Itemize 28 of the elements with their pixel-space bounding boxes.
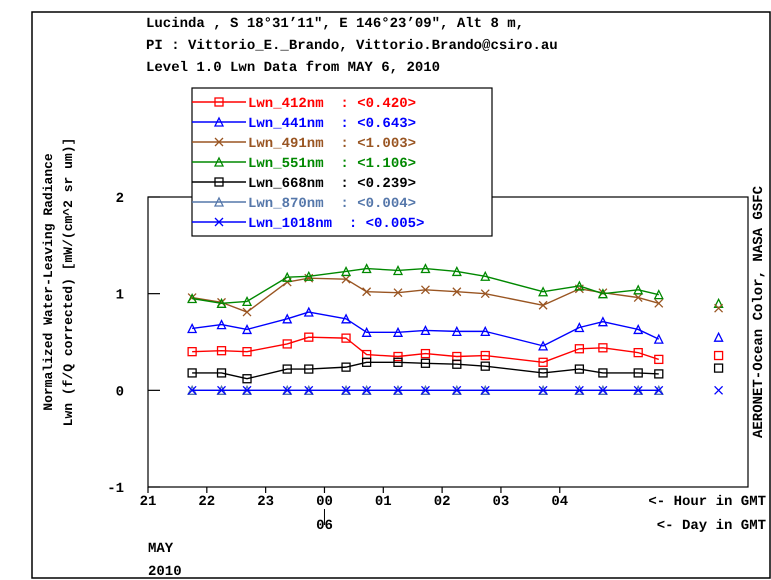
x-tick-label: 01 xyxy=(374,494,392,510)
x-tick-label: 00 xyxy=(316,494,333,510)
x-tick-label: 04 xyxy=(551,494,568,510)
y-tick-label: -1 xyxy=(107,481,124,497)
text: AERONET-Ocean Color, NASA GSFC xyxy=(751,185,767,438)
x-tick-label: 02 xyxy=(434,494,451,510)
legend-label: Lwn_491nm : <1.003> xyxy=(248,136,416,152)
y-axis-title: Normalized Water-Leaving Radiance Lwn (f/Q corrected) [mW/(cm^2 sr um)] xyxy=(41,138,76,426)
x-tick-label: 22 xyxy=(198,494,216,510)
legend-label: Lwn_412nm : <0.420> xyxy=(248,96,416,112)
legend-label: Lwn_668nm : <0.239> xyxy=(248,176,416,192)
legend-label: Lwn_441nm : <0.643> xyxy=(248,116,416,132)
text: <- Day in GMT xyxy=(656,518,766,534)
text: 2010 xyxy=(148,564,182,580)
x-tick-label: 23 xyxy=(257,494,274,510)
legend-label: Lwn_870nm : <0.004> xyxy=(248,196,416,212)
x-tick-label: 21 xyxy=(140,494,156,510)
legend-label: Lwn_551nm : <1.106> xyxy=(248,156,416,172)
y-tick-label: 1 xyxy=(116,288,124,304)
text: 06 xyxy=(316,518,333,534)
legend-label: Lwn_1018nm : <0.005> xyxy=(248,216,424,232)
x-axis-title: <- Hour in GMT xyxy=(648,494,766,510)
chart-subtitle: PI : Vittorio_E._Brando, Vittorio.Brando@csiro.au Level 1.0 Lwn Data from MAY 6, 2010 xyxy=(146,38,558,76)
y-tick-label: 2 xyxy=(116,191,124,207)
chart-title: Lucinda , S 18°31’11", E 146°23’09", Alt 8 m, xyxy=(146,16,524,32)
y-tick-label: 0 xyxy=(116,384,124,400)
x-tick-label: 03 xyxy=(492,494,510,510)
text: MAY xyxy=(148,541,174,557)
